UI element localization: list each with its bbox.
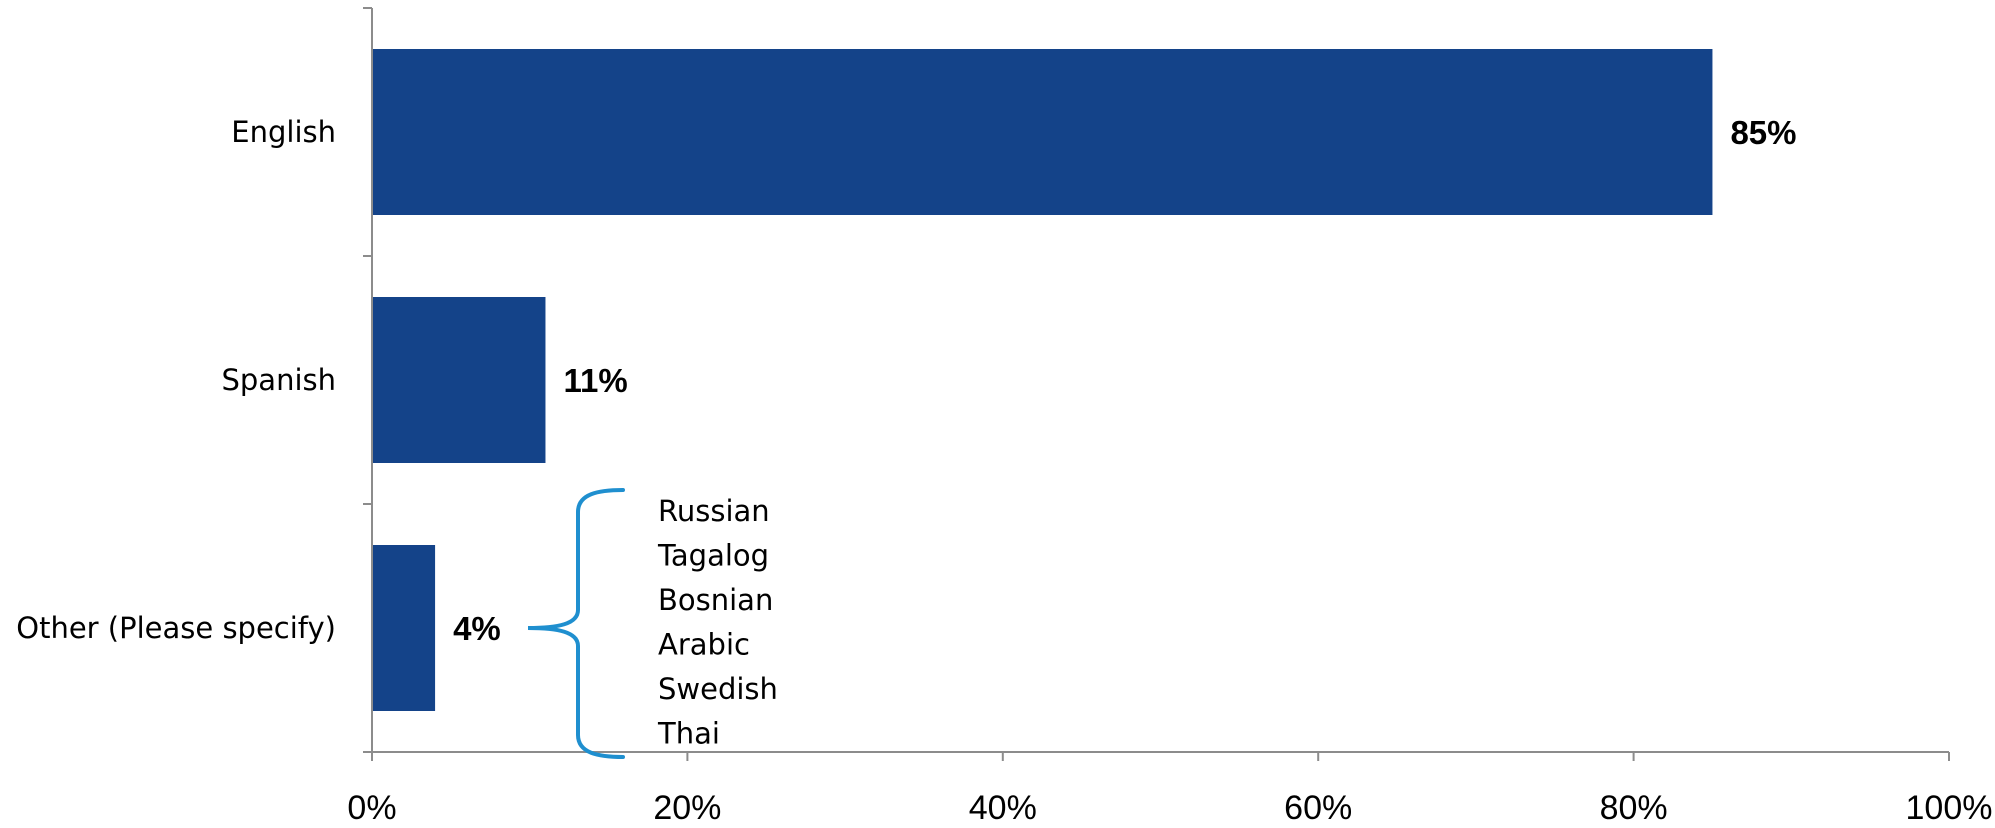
value-label: 85% [1730, 114, 1796, 151]
category-label: Other (Please specify) [16, 611, 336, 645]
other-language-label: Russian [658, 494, 770, 528]
value-label: 4% [453, 610, 501, 647]
other-language-label: Swedish [658, 672, 778, 706]
category-label: Spanish [221, 363, 336, 397]
x-tick-label: 20% [653, 789, 721, 827]
bracket-annotation [527, 488, 625, 759]
category-label: English [231, 115, 336, 149]
x-tick-label: 60% [1284, 789, 1352, 827]
x-tick-label: 40% [969, 789, 1037, 827]
bar-2 [373, 545, 436, 711]
other-language-label: Arabic [658, 628, 750, 662]
x-tick-label: 80% [1600, 789, 1668, 827]
other-language-label: Thai [657, 717, 720, 751]
bar-0 [373, 49, 1713, 215]
other-language-label: Tagalog [657, 539, 769, 573]
x-tick-label: 0% [347, 789, 396, 827]
bar-1 [373, 297, 546, 463]
x-tick-label: 100% [1906, 789, 1993, 827]
value-label: 11% [563, 362, 627, 399]
other-language-label: Bosnian [658, 583, 773, 617]
